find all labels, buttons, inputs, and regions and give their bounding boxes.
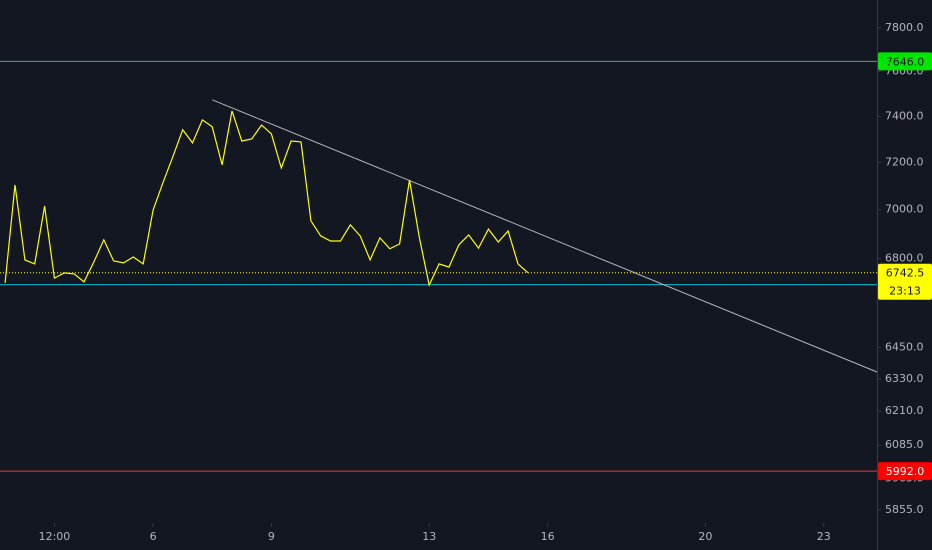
x-tick-label: 23 <box>817 530 831 543</box>
y-tick-label: 7400.0 <box>885 109 924 122</box>
y-tick-label: 7000.0 <box>885 203 924 216</box>
countdown-label: 23:13 <box>889 285 921 298</box>
price-label: 7646.0 <box>886 55 925 68</box>
price-label-box <box>878 52 932 71</box>
x-tick-label: 13 <box>422 530 436 543</box>
x-tick-label: 12:00 <box>39 530 71 543</box>
y-tick-label: 5855.0 <box>885 503 924 516</box>
y-tick-label: 6085.0 <box>885 438 924 451</box>
price-label: 5992.0 <box>886 465 925 478</box>
y-tick-label: 7800.0 <box>885 21 924 34</box>
x-tick-label: 9 <box>268 530 275 543</box>
x-tick-label: 6 <box>150 530 157 543</box>
y-tick-label: 6330.0 <box>885 372 924 385</box>
price-line <box>4 110 529 287</box>
last-price-box <box>878 263 932 300</box>
y-tick-label: 6800.0 <box>885 251 924 264</box>
last-price-label: 6742.5 <box>886 267 925 280</box>
y-tick-label: 6450.0 <box>885 340 924 353</box>
trendline <box>212 99 878 373</box>
x-tick-label: 16 <box>541 530 555 543</box>
price-label-box <box>878 462 932 481</box>
y-tick-label: 6210.0 <box>885 404 924 417</box>
y-tick-label: 7200.0 <box>885 155 924 168</box>
x-tick-label: 20 <box>698 530 712 543</box>
